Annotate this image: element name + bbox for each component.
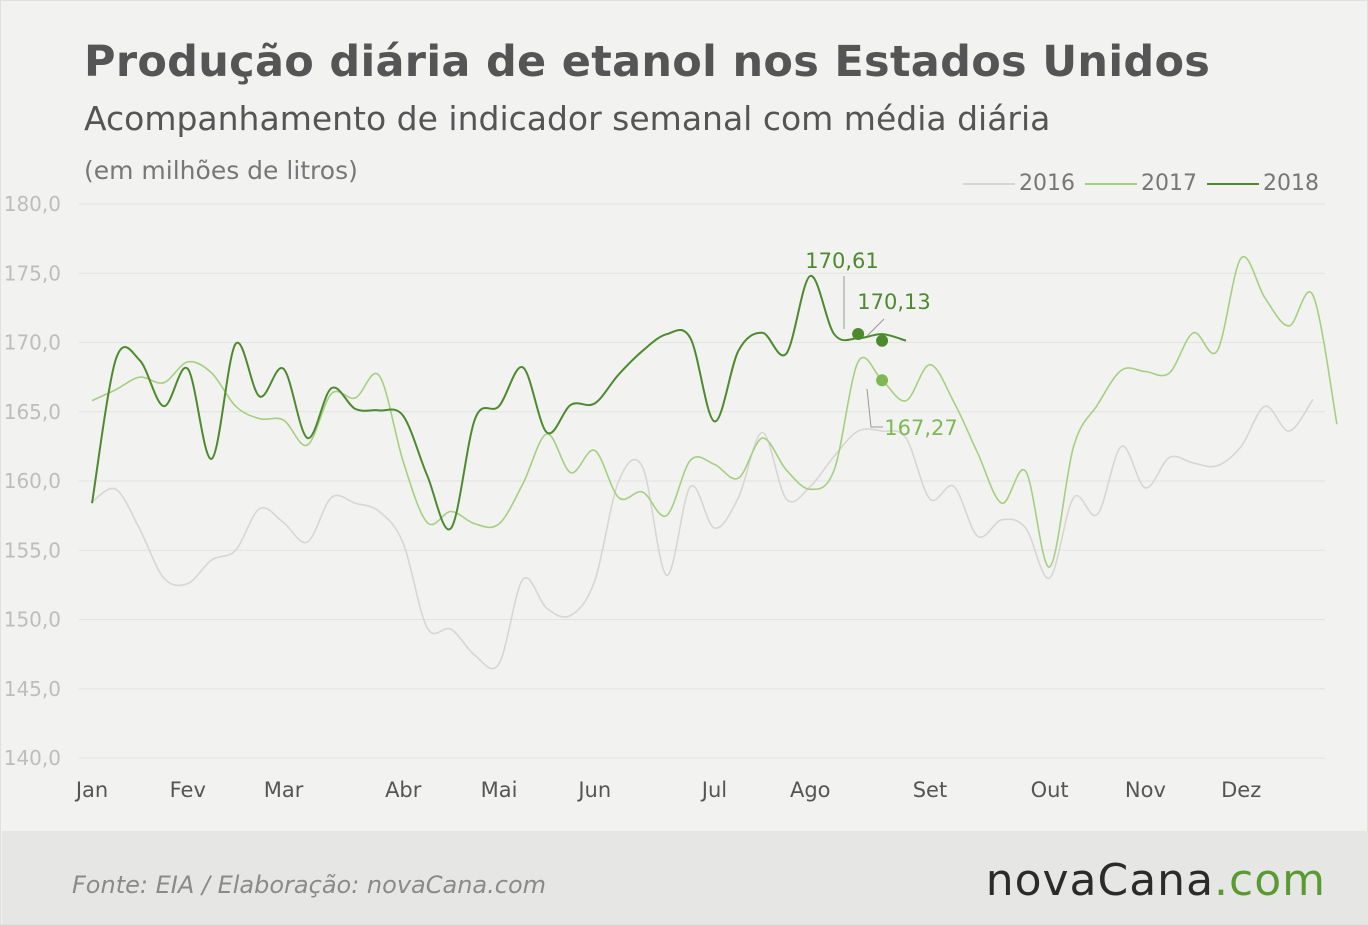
page-subtitle: Acompanhamento de indicador semanal com … (84, 99, 1051, 138)
y-tick-label: 155,0 (4, 538, 61, 562)
y-tick-label: 140,0 (4, 746, 61, 770)
x-tick-label: Nov (1125, 778, 1166, 802)
x-tick-label: Set (913, 778, 947, 802)
annotation-label: 170,13 (857, 290, 930, 314)
unit-label: (em milhões de litros) (84, 156, 358, 185)
annotation-label: 167,27 (884, 416, 957, 440)
annotation-leader (866, 318, 885, 337)
legend: 2016 2017 2018 (963, 171, 1319, 196)
brand-suffix: .com (1214, 855, 1326, 906)
series-line-2017 (91, 255, 1338, 568)
annotation-leader (866, 388, 883, 428)
x-tick-label: Out (1031, 778, 1069, 802)
data-point-marker-2018 (876, 334, 889, 347)
x-tick-label: Fev (170, 778, 206, 802)
y-tick-label: 150,0 (4, 608, 61, 632)
legend-item-2017: 2017 (1085, 171, 1197, 196)
brand-name: novaCana (985, 855, 1215, 906)
legend-item-2018: 2018 (1207, 171, 1319, 196)
series-line-2016 (91, 398, 1314, 670)
annotation-label: 170,61 (805, 249, 878, 273)
legend-item-2016: 2016 (963, 171, 1075, 196)
y-tick-label: 165,0 (4, 400, 61, 424)
x-tick-label: Dez (1221, 778, 1261, 802)
legend-swatch-2017 (1085, 182, 1137, 185)
line-chart: 140,0 145,0 150,0 155,0 160,0 165,0 170,0 175,0… (4, 192, 1338, 802)
brand-logo: novaCana.com (986, 855, 1326, 906)
x-tick-label: Mar (264, 778, 304, 802)
x-tick-label: Jul (700, 778, 727, 802)
y-tick-label: 160,0 (4, 469, 61, 493)
data-point-marker-2017 (876, 374, 889, 387)
y-tick-label: 180,0 (4, 192, 61, 216)
x-tick-label: Abr (385, 778, 422, 802)
source-note: Fonte: EIA / Elaboração: novaCana.com (72, 871, 546, 899)
x-tick-label: Mai (481, 778, 518, 802)
x-tick-label: Jun (576, 778, 611, 802)
series-line-2018 (91, 274, 907, 531)
legend-swatch-2018 (1207, 182, 1259, 185)
y-tick-label: 145,0 (4, 677, 61, 701)
y-tick-label: 175,0 (4, 261, 61, 285)
y-tick-label: 170,0 (4, 331, 61, 355)
legend-label-2018: 2018 (1263, 171, 1319, 196)
data-point-marker-2018 (852, 328, 865, 341)
legend-label-2017: 2017 (1141, 171, 1197, 196)
legend-label-2016: 2016 (1019, 171, 1075, 196)
legend-swatch-2016 (963, 182, 1015, 185)
x-tick-label: Ago (790, 778, 831, 802)
page-title: Produção diária de etanol nos Estados Un… (84, 37, 1211, 87)
footer: Fonte: EIA / Elaboração: novaCana.com no… (2, 831, 1368, 924)
x-tick-label: Jan (74, 778, 108, 802)
